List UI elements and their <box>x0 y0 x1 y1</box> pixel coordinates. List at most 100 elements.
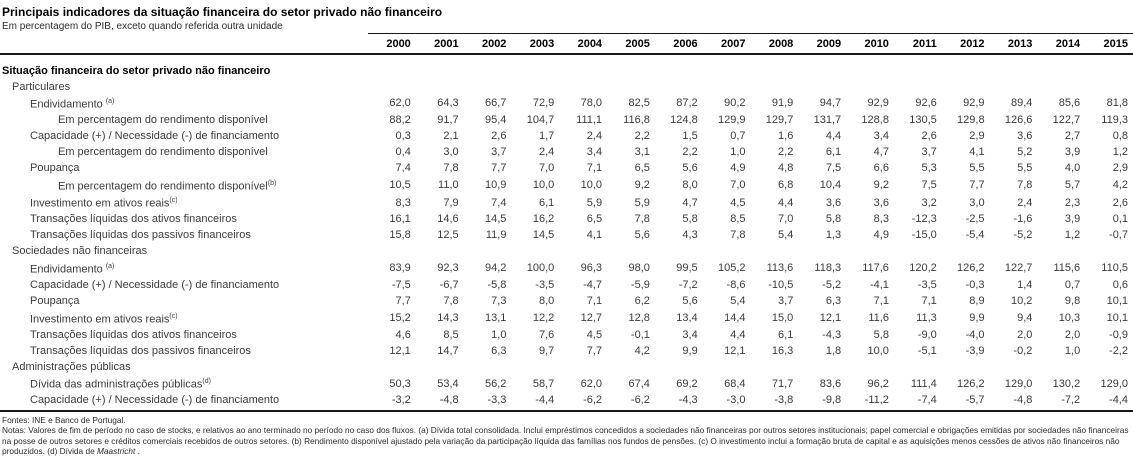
table-row: Transações líquidas dos ativos financeir… <box>0 211 1133 227</box>
value-cell: 7,8 <box>443 162 459 175</box>
value-cell: 62,0 <box>580 377 603 390</box>
value-cell: 6,3 <box>491 344 507 357</box>
value-cell <box>655 358 703 374</box>
value-cell: 5,8 <box>682 213 698 226</box>
value-cell: 4,4 <box>825 130 842 143</box>
value-cell: 7,4 <box>491 196 507 209</box>
page-subtitle: Em percentagem do PIB, exceto quando ref… <box>2 21 283 32</box>
value-cell: 92,3 <box>437 262 459 275</box>
value-cell: 0,7 <box>730 130 746 143</box>
value-cell <box>942 54 990 78</box>
value-cell: -7,2 <box>1037 391 1086 412</box>
value-cell <box>751 243 799 259</box>
value-cell: 10,1 <box>1106 311 1128 324</box>
value-cell: 71,7 <box>771 377 794 390</box>
value-cell: 2,0 <box>1064 328 1081 341</box>
value-cell: 10,0 <box>867 344 889 357</box>
value-cell: 2,9 <box>1112 162 1128 175</box>
row-label: Capacidade (+) / Necessidade (-) de fina… <box>30 279 280 292</box>
value-cell: 96,2 <box>867 377 889 390</box>
value-cell: 58,7 <box>532 377 555 390</box>
value-cell: 2,2 <box>682 146 698 159</box>
value-cell: -5,7 <box>941 391 990 412</box>
value-cell: 13,4 <box>676 311 698 324</box>
label-column-header <box>0 33 368 55</box>
value-cell: 7,5 <box>825 162 842 175</box>
row-label: Dívida das administrações públicas(d) <box>30 378 211 391</box>
value-cell: -2,2 <box>1109 344 1128 357</box>
value-cell: -4,7 <box>583 279 603 292</box>
value-cell <box>751 78 799 94</box>
value-cell: 3,9 <box>1064 146 1081 159</box>
value-cell: 3,7 <box>491 146 507 159</box>
value-cell: 69,2 <box>676 377 698 390</box>
value-cell <box>1037 243 1085 259</box>
value-cell: 2,1 <box>443 130 459 143</box>
value-cell: -5,9 <box>630 279 650 292</box>
value-cell: 2,2 <box>634 130 650 143</box>
value-cell: 3,6 <box>825 196 842 209</box>
value-cell: -1,6 <box>1013 213 1033 226</box>
value-cell: 5,4 <box>778 229 794 242</box>
value-cell: 53,4 <box>437 377 459 390</box>
row-label: Transações líquidas dos ativos financeir… <box>30 213 237 226</box>
value-cell: 4,5 <box>586 328 603 341</box>
value-cell: 3,6 <box>873 196 889 209</box>
value-cell: -9,8 <box>798 391 847 412</box>
value-cell: 5,5 <box>969 162 985 175</box>
value-cell: 87,2 <box>676 97 698 110</box>
value-cell: 0,3 <box>395 130 411 143</box>
row-label: Poupança <box>30 295 80 308</box>
table-row: Capacidade (+) / Necessidade (-) de fina… <box>0 277 1133 293</box>
value-cell: 4,6 <box>395 328 411 341</box>
value-cell: 110,5 <box>1101 262 1128 275</box>
value-cell: -3,9 <box>965 344 985 357</box>
year-column-header: 2001 <box>415 33 464 55</box>
value-cell <box>368 78 416 94</box>
value-cell: 6,5 <box>634 162 650 175</box>
value-cell <box>559 78 607 94</box>
value-cell: 129,9 <box>717 114 746 127</box>
value-cell: 115,6 <box>1053 262 1081 275</box>
value-cell: 111,1 <box>576 114 603 127</box>
value-cell: 14,4 <box>724 311 746 324</box>
row-label: Investimento em ativos reais(c) <box>30 312 178 326</box>
row-label: Em percentagem do rendimento disponível(… <box>58 179 277 193</box>
value-cell: -4,3 <box>822 328 842 341</box>
value-cell: 66,7 <box>485 97 507 110</box>
year-column-header: 2005 <box>607 33 655 55</box>
value-cell: 78,0 <box>580 97 603 110</box>
table-row: Em percentagem do rendimento disponível 0… <box>0 144 1133 160</box>
value-cell: -4,4 <box>1085 391 1133 412</box>
value-cell: 89,4 <box>1010 97 1033 110</box>
value-cell: 5,9 <box>586 196 603 209</box>
value-cell: -7,2 <box>678 279 698 292</box>
value-cell: 68,4 <box>724 377 746 390</box>
table-row: Sociedades não financeiras <box>0 243 1133 259</box>
value-cell: 12,8 <box>628 311 650 324</box>
value-cell: 2,6 <box>1112 196 1128 209</box>
value-cell: 9,2 <box>634 178 650 191</box>
value-cell: 129,7 <box>765 114 794 127</box>
value-cell: 0,4 <box>395 146 411 159</box>
row-label: Capacidade (+) / Necessidade (-) de fina… <box>30 130 280 143</box>
year-column-header: 2013 <box>989 33 1038 55</box>
value-cell: 113,6 <box>766 262 794 275</box>
value-cell: 7,7 <box>395 295 411 308</box>
value-cell <box>416 78 464 94</box>
value-cell: 122,7 <box>1052 114 1081 127</box>
value-cell: 12,5 <box>437 229 459 242</box>
value-cell: -6,7 <box>439 279 459 292</box>
value-cell: -15,0 <box>911 229 937 242</box>
value-cell: 117,6 <box>862 262 889 275</box>
row-label: Transações líquidas dos passivos finance… <box>30 229 251 242</box>
value-cell <box>703 54 751 78</box>
row-label: Endividamento (a) <box>30 262 115 276</box>
table-row: Endividamento (a) 62,0 64,3 66,7 72,9 78,0 82,… <box>0 94 1133 112</box>
table-row: Particulares <box>0 78 1133 94</box>
value-cell <box>1085 54 1133 78</box>
value-cell: 12,1 <box>724 344 746 357</box>
value-cell: 4,4 <box>730 328 746 341</box>
value-cell: -3,5 <box>535 279 555 292</box>
value-cell <box>846 358 894 374</box>
